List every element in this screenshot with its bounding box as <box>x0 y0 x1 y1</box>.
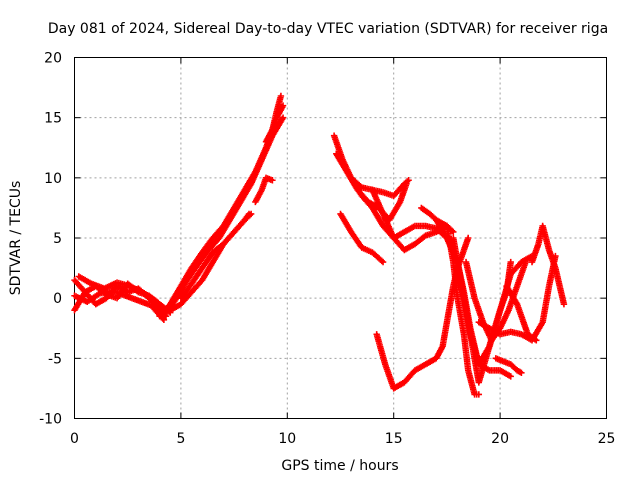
series-arc-8 <box>177 210 253 302</box>
data-points <box>71 92 568 398</box>
chart-title: Day 081 of 2024, Sidereal Day-to-day VTE… <box>48 21 608 37</box>
data-point-marker <box>475 391 483 398</box>
data-point-marker <box>269 177 276 184</box>
data-point-marker <box>522 258 529 266</box>
series-arc-25 <box>492 355 525 376</box>
data-point-marker <box>533 337 540 344</box>
data-point-marker <box>378 257 385 265</box>
series-arc-10 <box>262 102 287 145</box>
x-tick-label: 10 <box>278 431 296 447</box>
data-point-marker <box>279 102 287 109</box>
data-point-marker <box>160 316 168 324</box>
data-point-marker <box>379 258 387 266</box>
x-tick-label: 15 <box>385 431 403 447</box>
data-point-marker <box>245 210 253 218</box>
grid <box>74 57 607 419</box>
series-arc-6 <box>162 114 287 316</box>
series-arc-24 <box>503 282 540 344</box>
data-point-marker <box>560 300 568 308</box>
y-tick-label: -10 <box>39 412 62 428</box>
axis-ticks <box>74 57 607 419</box>
y-axis-label: SDTVAR / TECUs <box>8 181 24 296</box>
x-tick-label: 5 <box>176 431 185 447</box>
data-point-marker <box>405 177 412 184</box>
y-tick-label: -5 <box>48 351 62 367</box>
data-point-marker <box>403 180 410 188</box>
data-point-marker <box>450 228 457 236</box>
tick-labels: 0 5 10 15 20 25 -10 -5 0 5 10 15 20 <box>39 51 615 448</box>
y-tick-label: 20 <box>44 51 62 67</box>
y-tick-label: 0 <box>53 291 62 307</box>
x-tick-label: 0 <box>70 431 79 447</box>
data-point-marker <box>507 258 514 266</box>
series-arc-5 <box>156 92 285 320</box>
series-arc-14 <box>337 210 387 266</box>
y-tick-label: 5 <box>53 231 62 247</box>
series-arc-3 <box>75 273 168 311</box>
data-point-marker <box>464 234 472 242</box>
y-tick-label: 15 <box>44 111 62 127</box>
series-arc-9 <box>252 174 276 206</box>
data-point-marker <box>507 373 514 380</box>
data-point-marker <box>518 369 525 376</box>
data-point-marker <box>277 92 285 100</box>
data-point-marker <box>279 114 287 121</box>
series-arc-4 <box>71 287 168 324</box>
x-tick-label: 25 <box>598 431 616 447</box>
series-arc-23 <box>528 222 568 308</box>
x-axis-label: GPS time / hours <box>281 458 398 474</box>
y-tick-label: 10 <box>44 171 62 187</box>
x-tick-label: 20 <box>491 431 509 447</box>
